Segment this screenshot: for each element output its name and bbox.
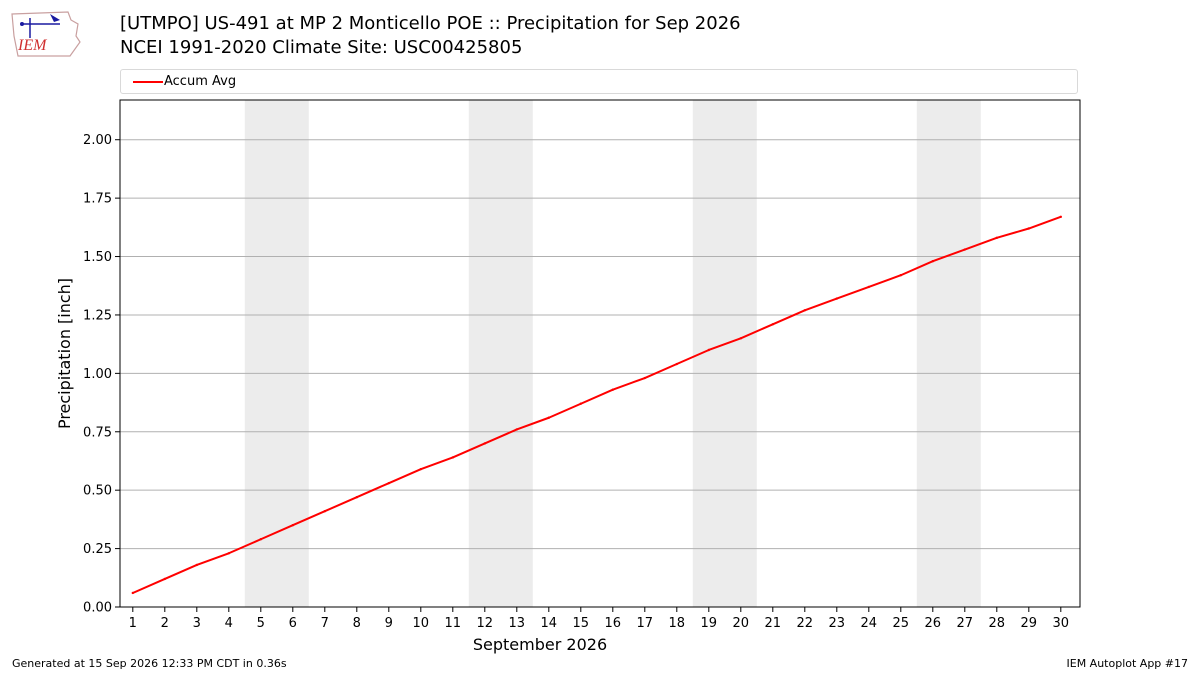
logo-text: IEM (17, 37, 48, 54)
data-point (483, 442, 486, 445)
weather-vane-arrow (50, 14, 60, 22)
data-point (835, 297, 838, 300)
chart-title: [UTMPO] US-491 at MP 2 Monticello POE ::… (120, 12, 741, 60)
y-axis-label: Precipitation [inch] (55, 278, 74, 429)
data-point (707, 348, 710, 352)
legend-swatch-accum-avg (133, 81, 163, 83)
data-point (675, 362, 678, 366)
data-point (771, 323, 774, 326)
x-tick-label: 23 (829, 616, 846, 631)
x-tick-label: 19 (701, 616, 718, 631)
data-point (291, 524, 294, 527)
data-point (547, 416, 550, 419)
x-tick-label: 6 (289, 616, 297, 631)
data-point (931, 260, 934, 263)
x-tick-label: 14 (541, 616, 558, 631)
x-tick-label: 17 (637, 616, 654, 631)
x-tick-label: 18 (669, 616, 686, 631)
x-tick-label: 27 (957, 616, 974, 631)
y-tick-label: 0.25 (83, 542, 112, 557)
data-point (867, 285, 870, 289)
x-tick-label: 30 (1053, 616, 1070, 631)
y-tick-label: 1.50 (83, 250, 112, 265)
y-tick-label: 2.00 (83, 133, 112, 148)
x-tick-label: 9 (385, 616, 393, 631)
data-point (1059, 215, 1063, 219)
data-point (963, 248, 966, 251)
x-tick-label: 26 (925, 616, 942, 631)
weekend-band-1 (244, 100, 309, 607)
data-point (611, 388, 614, 391)
x-tick-label: 11 (445, 616, 462, 631)
data-point (515, 428, 518, 431)
y-tick-label: 1.00 (83, 367, 112, 382)
x-tick-label: 16 (605, 616, 622, 631)
x-tick-label: 22 (797, 616, 814, 631)
data-point (643, 376, 646, 380)
weekend-band-3 (692, 100, 757, 607)
data-point (419, 467, 422, 471)
y-tick-label: 0.00 (83, 601, 112, 616)
x-tick-label: 8 (353, 616, 361, 631)
title-line-2: NCEI 1991-2020 Climate Site: USC00425805 (120, 37, 523, 58)
iem-logo: IEM (11, 11, 81, 57)
x-tick-label: 5 (257, 616, 265, 631)
x-tick-label: 13 (509, 616, 526, 631)
weekend-band-2 (468, 100, 533, 607)
x-tick-label: 25 (893, 616, 910, 631)
x-tick-label: 28 (989, 616, 1006, 631)
footer-generated: Generated at 15 Sep 2026 12:33 PM CDT in… (12, 657, 287, 670)
legend-label-accum-avg: Accum Avg (164, 74, 237, 89)
data-point (355, 495, 358, 499)
x-tick-label: 10 (413, 616, 430, 631)
y-tick-label: 1.75 (83, 192, 112, 207)
y-tick-label: 0.50 (83, 484, 112, 499)
data-point (899, 274, 902, 277)
y-tick-label: 0.75 (83, 425, 112, 440)
iowa-outline-shape (11, 11, 81, 57)
data-point (131, 591, 134, 595)
legend: Accum Avg (120, 69, 1078, 94)
data-point (387, 481, 390, 485)
x-tick-label: 15 (573, 616, 590, 631)
x-tick-label: 1 (129, 616, 137, 631)
x-tick-label: 12 (477, 616, 494, 631)
series-line-accum-avg (132, 215, 1062, 594)
data-point (323, 510, 326, 513)
data-point (259, 538, 262, 541)
x-tick-label: 2 (161, 616, 169, 631)
x-axis-label: September 2026 (473, 635, 607, 654)
plot-frame (119, 99, 1081, 608)
footer-app: IEM Autoplot App #17 (1066, 657, 1189, 670)
y-tick-label: 1.25 (83, 308, 112, 323)
data-point (803, 309, 806, 312)
data-point (1027, 227, 1031, 230)
x-tick-label: 20 (733, 616, 750, 631)
data-point (579, 402, 582, 405)
data-point (451, 456, 454, 459)
data-point (195, 563, 198, 567)
x-tick-label: 29 (1021, 616, 1038, 631)
x-tick-label: 3 (193, 616, 201, 631)
data-point (163, 577, 166, 581)
x-tick-label: 21 (765, 616, 782, 631)
title-line-1: [UTMPO] US-491 at MP 2 Monticello POE ::… (120, 13, 741, 34)
weather-vane-cup (20, 22, 24, 26)
data-point (995, 236, 998, 240)
weekend-band-4 (916, 100, 981, 607)
x-tick-label: 24 (861, 616, 878, 631)
data-point (227, 552, 230, 555)
x-tick-label: 7 (321, 616, 329, 631)
data-point (739, 337, 742, 340)
x-tick-label: 4 (225, 616, 233, 631)
